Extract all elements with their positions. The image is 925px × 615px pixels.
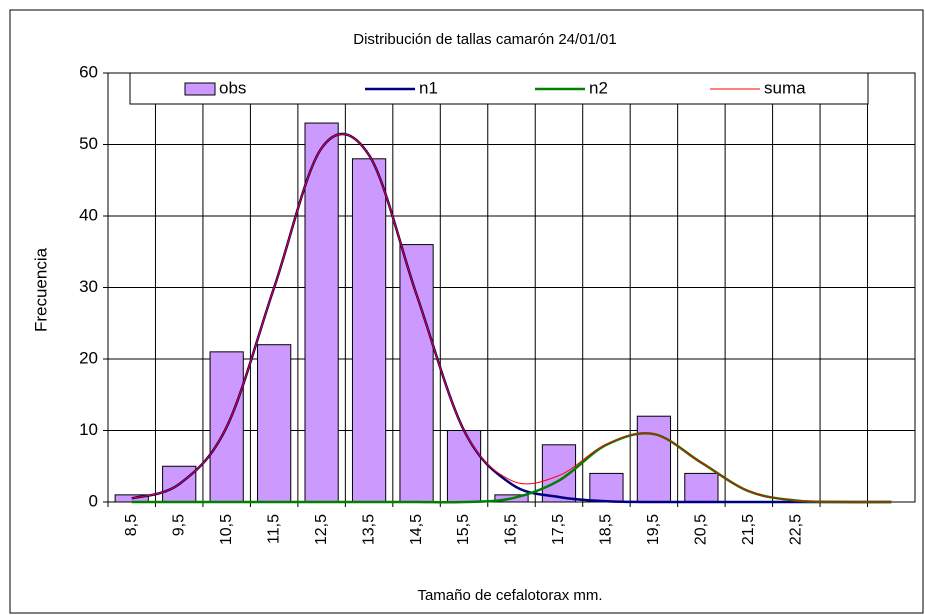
y-tick-label: 30 xyxy=(79,277,98,296)
x-tick-label: 16,5 xyxy=(503,514,520,545)
legend-label: n2 xyxy=(589,78,608,97)
legend-label: obs xyxy=(219,78,246,97)
x-tick-label: 22,5 xyxy=(788,514,805,545)
y-tick-label: 20 xyxy=(79,348,98,367)
legend: obs n1 n2 suma xyxy=(129,72,869,105)
y-axis-label: Frecuencia xyxy=(31,247,50,332)
bar xyxy=(636,415,672,503)
y-tick-label: 40 xyxy=(79,205,98,224)
bar xyxy=(589,472,624,503)
legend-label: suma xyxy=(764,78,806,97)
bar xyxy=(257,344,292,503)
bar xyxy=(399,244,434,503)
legend-swatch xyxy=(184,82,216,96)
y-tick-label: 0 xyxy=(89,491,98,510)
bar xyxy=(351,158,387,503)
x-tick-label: 11,5 xyxy=(265,514,282,544)
x-tick-label: 19,5 xyxy=(645,514,662,545)
y-tick-label: 10 xyxy=(79,420,98,439)
x-tick-label: 15,5 xyxy=(455,514,472,545)
line-suma xyxy=(131,133,892,503)
bar xyxy=(684,472,719,503)
x-axis-label: Tamaño de cefalotorax mm. xyxy=(417,587,602,604)
x-tick-label: 10,5 xyxy=(218,514,235,545)
x-tick-label: 9,5 xyxy=(170,514,187,536)
bar xyxy=(446,430,482,503)
x-tick-label: 18,5 xyxy=(598,514,615,545)
chart-title: Distribución de tallas camarón 24/01/01 xyxy=(353,31,616,48)
y-tick-label: 60 xyxy=(79,62,98,81)
x-tick-label: 17,5 xyxy=(550,514,567,545)
x-tick-label: 8,5 xyxy=(123,514,140,536)
x-tick-label: 14,5 xyxy=(408,514,425,545)
x-tick-label: 21,5 xyxy=(740,514,757,545)
x-tick-label: 20,5 xyxy=(693,514,710,545)
bar xyxy=(304,122,339,503)
y-tick-label: 50 xyxy=(79,134,98,153)
x-tick-label: 13,5 xyxy=(360,514,377,545)
x-tick-label: 12,5 xyxy=(313,514,330,545)
legend-label: n1 xyxy=(419,78,438,97)
